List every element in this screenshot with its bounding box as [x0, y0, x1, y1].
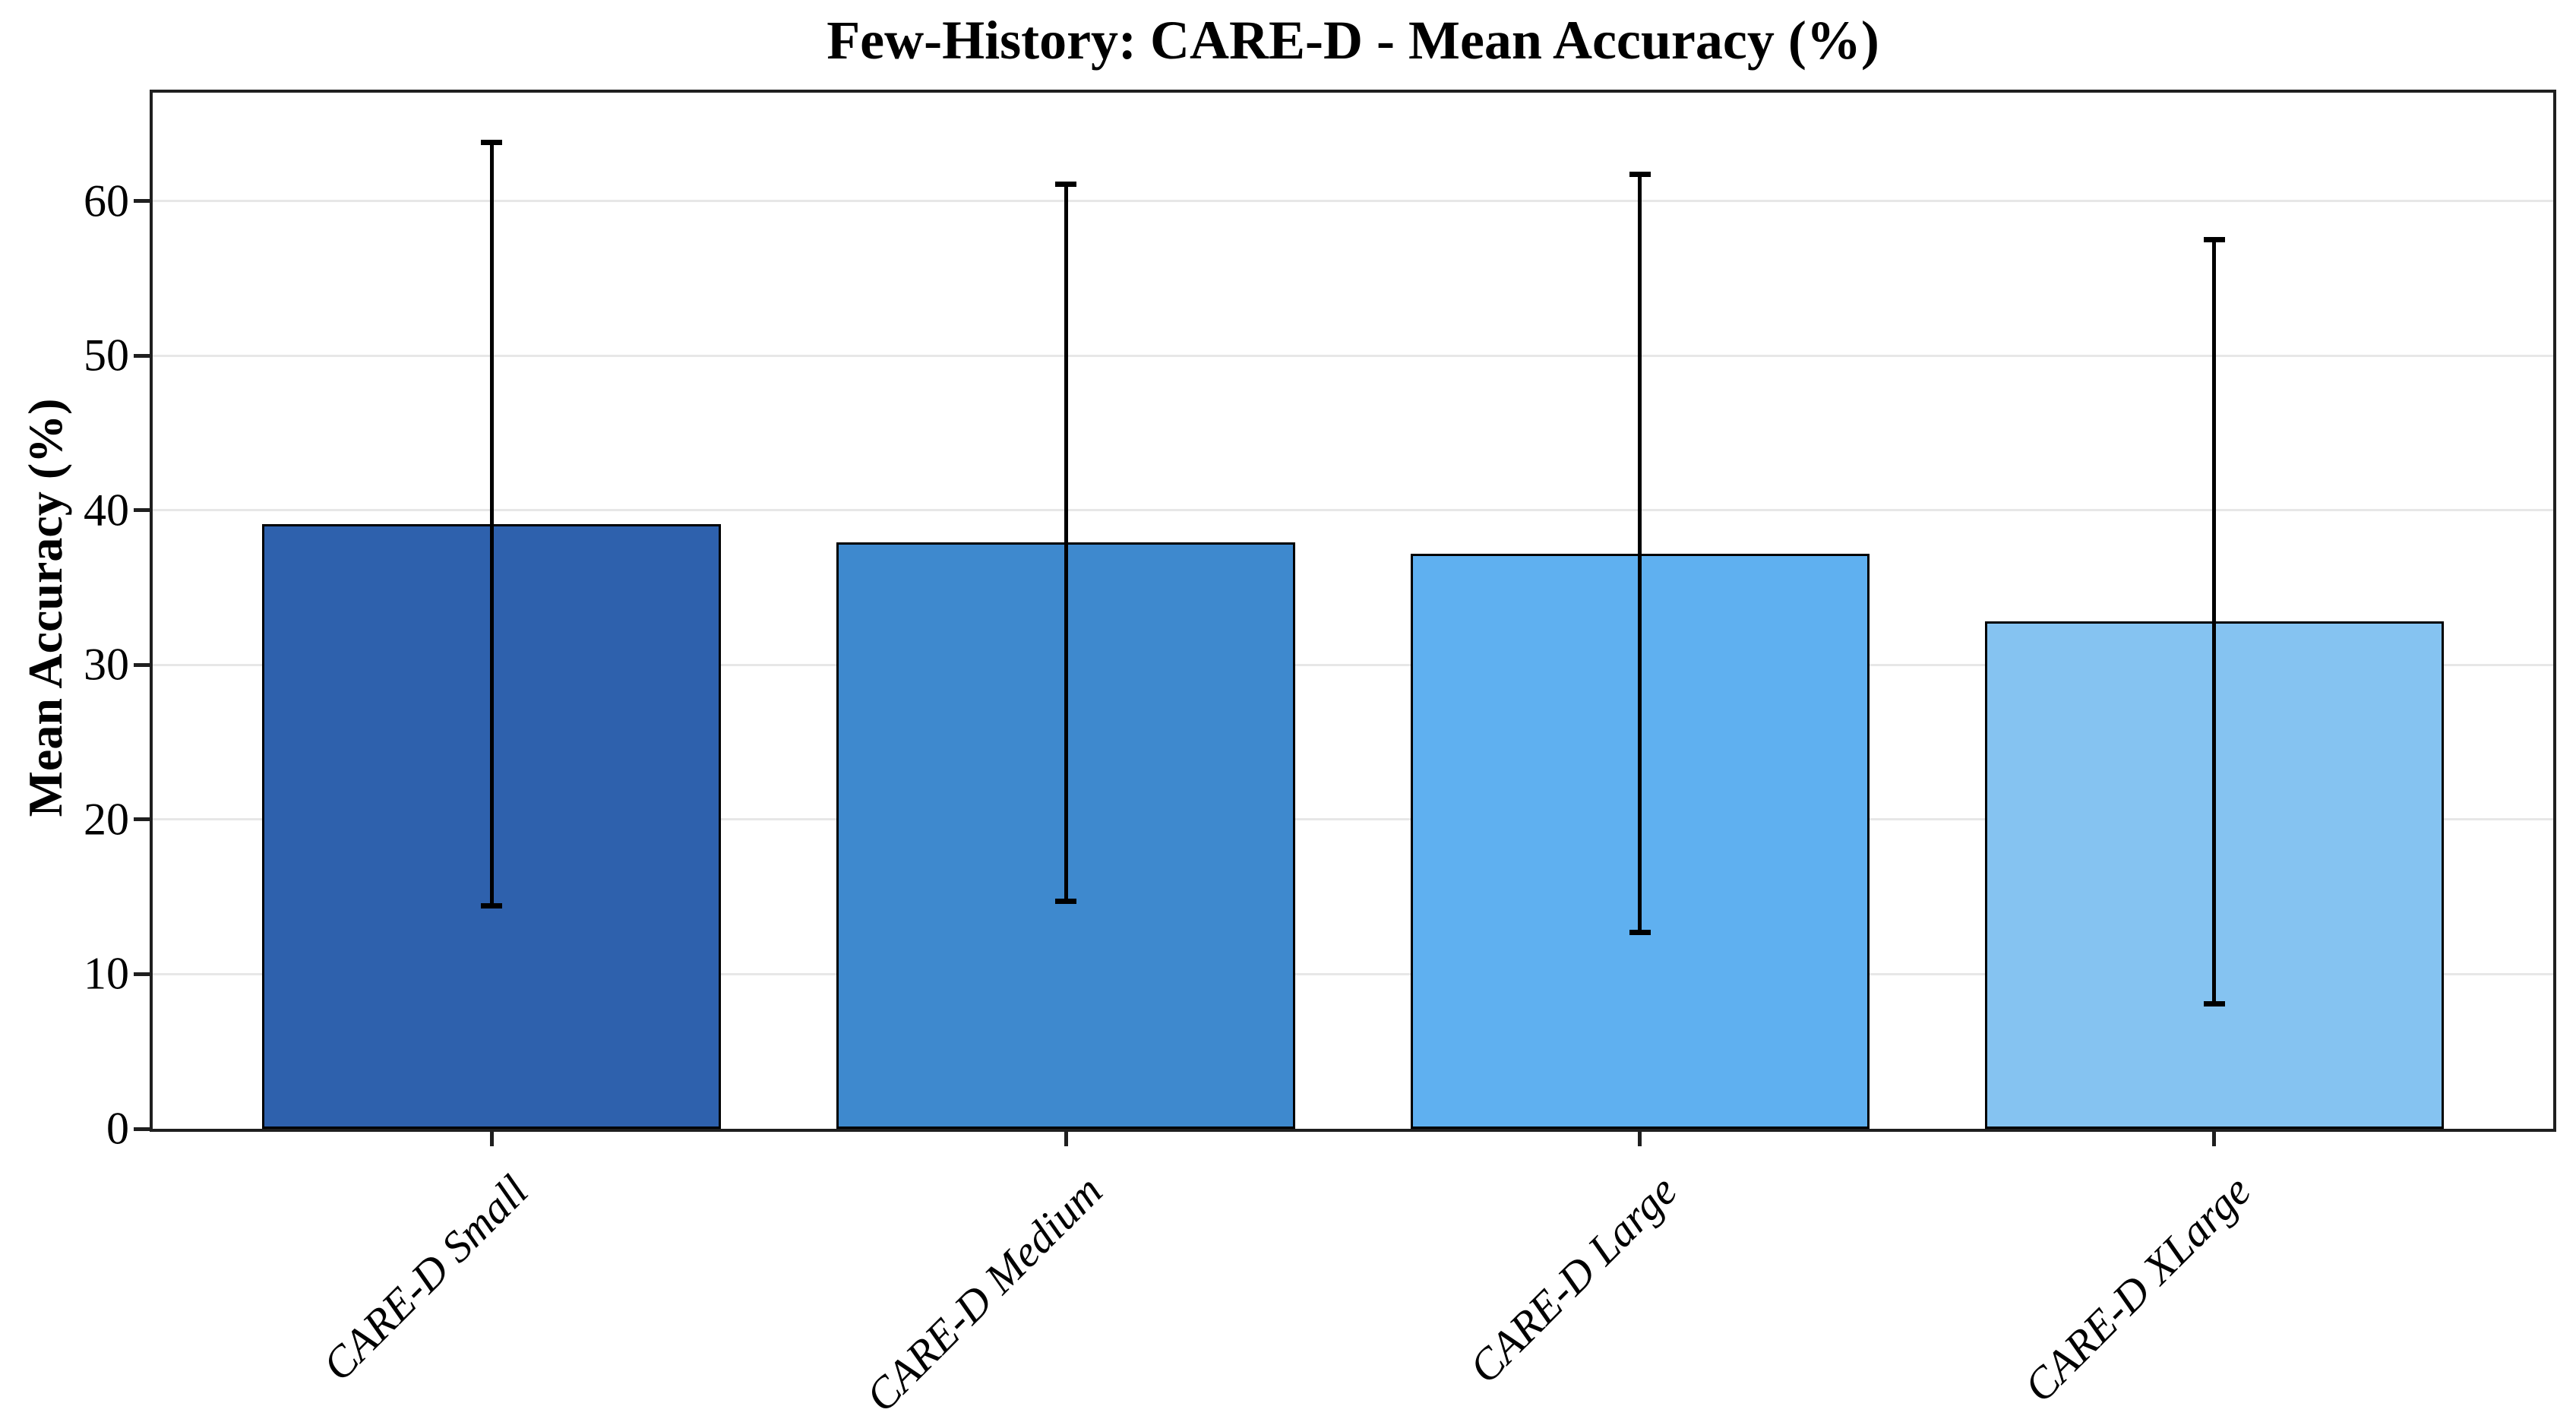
- y-gridline: [153, 818, 2553, 821]
- y-tick-label: 0: [106, 1103, 129, 1154]
- error-bar: [1064, 184, 1068, 902]
- chart-title: Few-History: CARE-D - Mean Accuracy (%): [827, 10, 1879, 71]
- x-tick-label: CARE-D XLarge: [2015, 1165, 2261, 1412]
- error-bar-cap: [1629, 929, 1651, 935]
- x-axis-tick: [2212, 1130, 2217, 1146]
- y-axis-tick: [134, 199, 150, 203]
- error-bar-cap: [2203, 1000, 2225, 1006]
- y-gridline: [153, 972, 2553, 975]
- gridline-layer: [153, 93, 2553, 1129]
- y-axis-tick: [134, 817, 150, 822]
- bar-layer: [153, 93, 2553, 1129]
- error-bar: [1638, 174, 1642, 933]
- y-axis-tick: [134, 508, 150, 513]
- x-axis-tick: [1064, 1130, 1068, 1146]
- bar-care-d-xlarge: [1984, 621, 2445, 1129]
- x-axis-tick: [489, 1130, 494, 1146]
- y-axis-tick: [134, 353, 150, 358]
- error-bar: [2212, 239, 2217, 1004]
- y-gridline: [153, 354, 2553, 357]
- error-bar-layer: [153, 93, 2553, 1129]
- y-gridline: [153, 509, 2553, 512]
- error-bar-cap: [1629, 172, 1651, 178]
- error-bar-cap: [481, 903, 503, 909]
- y-axis-tick: [134, 972, 150, 976]
- bar-care-d-medium: [836, 542, 1296, 1129]
- error-bar-cap: [1055, 899, 1076, 905]
- error-bar-cap: [2203, 236, 2225, 242]
- x-tick-label: CARE-D Small: [313, 1165, 538, 1391]
- plot-area: [150, 90, 2556, 1132]
- y-axis-tick: [134, 1127, 150, 1131]
- error-bar-cap: [1055, 181, 1076, 187]
- y-gridline: [153, 200, 2553, 202]
- y-tick-label: 10: [84, 948, 129, 999]
- y-axis-tick: [134, 662, 150, 667]
- y-gridline: [153, 663, 2553, 666]
- error-bar: [489, 142, 494, 906]
- x-tick-label: CARE-D Large: [1459, 1165, 1686, 1393]
- y-axis-label: Mean Accuracy (%): [18, 398, 72, 817]
- error-bar-cap: [481, 139, 503, 145]
- bar-care-d-small: [261, 524, 722, 1129]
- y-tick-label: 60: [84, 175, 129, 226]
- x-axis-tick: [1638, 1130, 1642, 1146]
- x-tick-label: CARE-D Medium: [856, 1165, 1112, 1422]
- bar-care-d-large: [1410, 553, 1870, 1129]
- y-tick-label: 50: [84, 330, 129, 381]
